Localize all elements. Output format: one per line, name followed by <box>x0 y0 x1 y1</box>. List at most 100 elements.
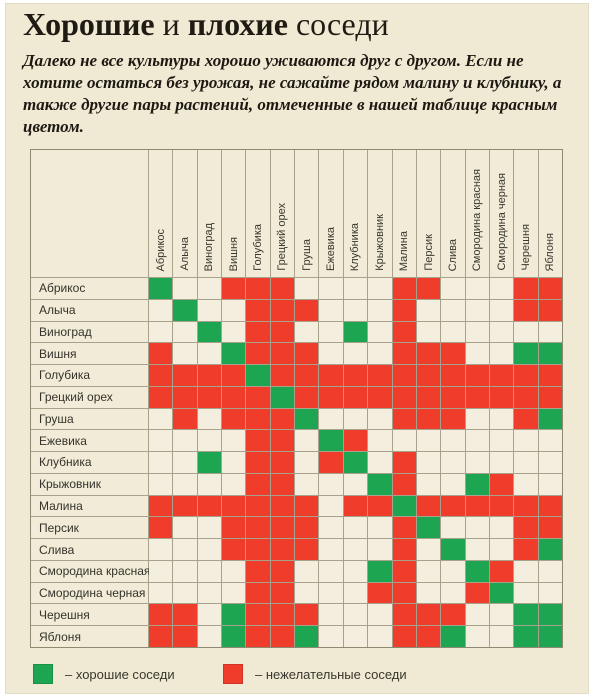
matrix-cell <box>319 604 343 626</box>
title-word-bad: плохие <box>187 6 288 42</box>
legend-good-swatch <box>33 664 53 684</box>
column-header: Яблоня <box>538 150 562 277</box>
matrix-cell <box>319 495 343 517</box>
matrix-cell <box>465 539 489 560</box>
row-label: Алыча <box>31 299 148 321</box>
row-label: Слива <box>31 539 148 560</box>
matrix-cell <box>222 408 246 430</box>
matrix-cell <box>319 626 343 647</box>
matrix-cell <box>465 365 489 386</box>
column-header: Голубика <box>246 150 270 277</box>
matrix-cell <box>465 386 489 408</box>
column-header: Клубника <box>343 150 368 277</box>
matrix-cell <box>416 539 441 560</box>
matrix-cell <box>441 517 465 539</box>
matrix-cell <box>465 517 489 539</box>
matrix-cell <box>343 321 368 343</box>
column-header-text: Грецкий орех <box>276 203 289 271</box>
matrix-cell <box>416 473 441 495</box>
matrix-cell <box>416 343 441 365</box>
matrix-cell <box>392 517 416 539</box>
matrix-cell <box>514 560 538 582</box>
column-header: Виноград <box>197 150 222 277</box>
matrix-cell <box>343 408 368 430</box>
matrix-cell <box>295 626 319 647</box>
matrix-cell <box>514 278 538 299</box>
matrix-cell <box>538 582 562 604</box>
matrix-cell <box>538 430 562 452</box>
column-header: Вишня <box>222 150 246 277</box>
matrix-cell <box>149 343 173 365</box>
matrix-cell <box>368 495 392 517</box>
matrix-cell <box>149 321 173 343</box>
matrix-cell <box>319 365 343 386</box>
matrix-cell <box>538 604 562 626</box>
matrix-cell <box>222 430 246 452</box>
matrix-cell <box>319 386 343 408</box>
matrix-cell <box>149 430 173 452</box>
column-header-text: Малина <box>398 230 411 271</box>
matrix-cell <box>319 343 343 365</box>
matrix-cell <box>392 430 416 452</box>
matrix-cell <box>149 582 173 604</box>
matrix-cell <box>368 408 392 430</box>
matrix-cell <box>416 386 441 408</box>
matrix-cell <box>343 539 368 560</box>
matrix-cell <box>295 430 319 452</box>
matrix-cell <box>368 386 392 408</box>
matrix-cell <box>149 386 173 408</box>
matrix-cell <box>392 321 416 343</box>
matrix-cell <box>319 517 343 539</box>
matrix-cell <box>222 626 246 647</box>
matrix-cell <box>149 365 173 386</box>
matrix-cell <box>197 517 222 539</box>
matrix-cell <box>197 343 222 365</box>
matrix-cell <box>197 278 222 299</box>
matrix-cell <box>270 430 295 452</box>
matrix-cell <box>538 386 562 408</box>
matrix-cell <box>197 560 222 582</box>
column-header: Алыча <box>173 150 197 277</box>
column-header: Крыжовник <box>368 150 392 277</box>
column-header-text: Смородина красная <box>471 168 484 271</box>
matrix-cell <box>173 604 197 626</box>
matrix-cell <box>489 343 514 365</box>
matrix-cell <box>489 452 514 473</box>
matrix-cell <box>270 408 295 430</box>
matrix-cell <box>416 626 441 647</box>
matrix-cell <box>246 278 270 299</box>
matrix-cell <box>416 278 441 299</box>
column-header-text: Яблоня <box>544 232 557 271</box>
matrix-cell <box>465 321 489 343</box>
matrix-cell <box>538 452 562 473</box>
corner-cell <box>31 150 148 277</box>
matrix-cell <box>295 495 319 517</box>
matrix-cell <box>392 626 416 647</box>
matrix-cell <box>368 299 392 321</box>
matrix-cell <box>514 430 538 452</box>
matrix-cell <box>197 582 222 604</box>
matrix-cell <box>222 473 246 495</box>
matrix-cell <box>489 539 514 560</box>
matrix-cell <box>270 299 295 321</box>
column-header-text: Груша <box>300 239 313 271</box>
column-header-text: Абрикос <box>154 228 167 271</box>
row-label: Крыжовник <box>31 473 148 495</box>
matrix-cell <box>538 321 562 343</box>
matrix-cell <box>270 386 295 408</box>
matrix-cell <box>173 343 197 365</box>
matrix-cell <box>295 278 319 299</box>
matrix-cell <box>465 495 489 517</box>
column-header: Малина <box>392 150 416 277</box>
matrix-cell <box>514 604 538 626</box>
matrix-cell <box>489 408 514 430</box>
matrix-cell <box>343 386 368 408</box>
matrix-cell <box>197 604 222 626</box>
matrix-cell <box>368 430 392 452</box>
matrix-cell <box>246 299 270 321</box>
matrix-cell <box>295 343 319 365</box>
matrix-cell <box>173 365 197 386</box>
matrix-cell <box>489 473 514 495</box>
column-header: Грецкий орех <box>270 150 295 277</box>
matrix-cell <box>392 560 416 582</box>
